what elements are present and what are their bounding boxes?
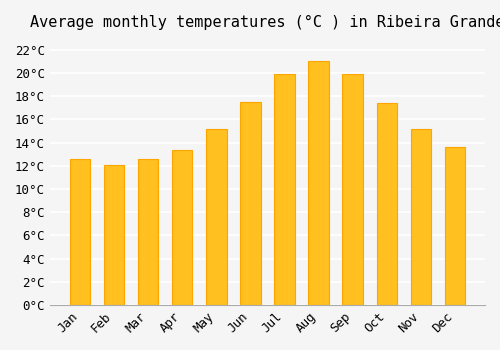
Title: Average monthly temperatures (°C ) in Ribeira Grande: Average monthly temperatures (°C ) in Ri…: [30, 15, 500, 30]
Bar: [342, 74, 363, 305]
Bar: [410, 129, 431, 305]
Bar: [376, 103, 397, 305]
Bar: [172, 149, 193, 305]
Bar: [104, 164, 124, 305]
Bar: [240, 102, 260, 305]
Bar: [70, 159, 90, 305]
Bar: [445, 147, 465, 305]
Bar: [274, 74, 294, 305]
Bar: [138, 159, 158, 305]
Bar: [308, 61, 329, 305]
Bar: [206, 129, 227, 305]
